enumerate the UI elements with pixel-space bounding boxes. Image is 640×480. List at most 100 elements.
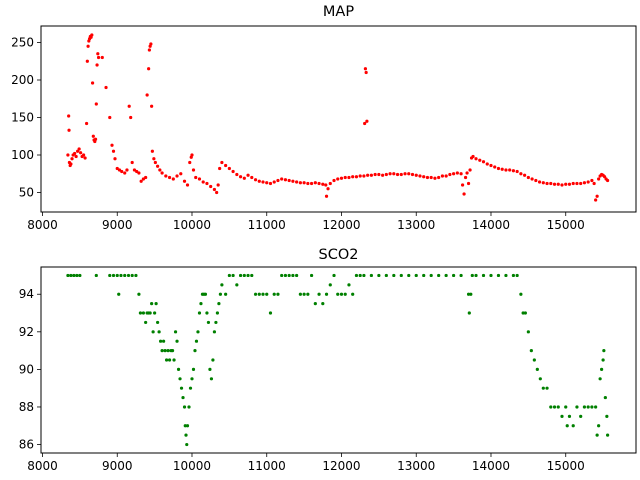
map-point-131 <box>369 173 373 177</box>
sco2-point-56 <box>197 311 202 315</box>
map-point-192 <box>579 181 583 186</box>
map-x-tick-label-5: 13000 <box>397 218 435 232</box>
map-point-140 <box>403 172 407 176</box>
map-point-25 <box>91 134 95 138</box>
sco2-point-0 <box>66 273 70 278</box>
map-point-40 <box>117 168 122 172</box>
map-point-94 <box>253 178 258 182</box>
map-point-79 <box>205 181 209 186</box>
map-point-67 <box>171 177 175 181</box>
sco2-point-25 <box>154 302 158 306</box>
sco2-point-67 <box>214 320 218 325</box>
sco2-point-73 <box>227 273 231 278</box>
map-point-157 <box>462 192 466 196</box>
map-point-158 <box>463 175 468 180</box>
sco2-point-129 <box>489 273 493 278</box>
map-point-17 <box>85 59 89 63</box>
sco2-point-51 <box>190 377 194 381</box>
sco2-point-41 <box>178 377 182 381</box>
map-point-161 <box>468 168 472 172</box>
map-x-tick-label-3: 11000 <box>248 218 286 232</box>
map-point-9 <box>74 154 78 159</box>
sco2-point-16 <box>138 311 143 315</box>
map-point-190 <box>571 181 575 186</box>
sco2-point-86 <box>276 292 280 296</box>
sco2-point-101 <box>332 273 336 278</box>
map-chart-title: MAP <box>323 4 354 20</box>
map-point-39 <box>115 166 119 171</box>
map-point-71 <box>185 183 190 187</box>
map-point-156 <box>460 183 465 187</box>
sco2-point-143 <box>545 386 549 390</box>
sco2-point-63 <box>208 367 212 371</box>
map-point-148 <box>433 176 437 180</box>
map-point-194 <box>586 180 590 184</box>
map-point-32 <box>96 55 101 60</box>
map-point-177 <box>523 173 527 177</box>
map-point-128 <box>364 70 368 75</box>
map-x-tick-label-6: 14000 <box>472 218 510 232</box>
sco2-x-tick-label-2: 10000 <box>173 459 211 473</box>
map-point-123 <box>354 175 359 179</box>
map-point-93 <box>250 175 254 180</box>
map-point-92 <box>246 173 250 177</box>
map-point-168 <box>489 163 493 168</box>
sco2-point-163 <box>602 349 606 353</box>
sco2-point-70 <box>218 292 222 296</box>
sco2-point-85 <box>272 292 276 296</box>
sco2-point-146 <box>556 405 560 409</box>
sco2-point-28 <box>159 339 163 343</box>
sco2-point-96 <box>313 302 317 306</box>
map-point-86 <box>224 163 228 168</box>
map-y-axis: 50 100 150 200 250 <box>11 36 41 200</box>
map-point-154 <box>455 171 459 175</box>
sco2-point-92 <box>298 292 302 296</box>
map-point-72 <box>188 160 192 165</box>
map-point-43 <box>125 168 129 172</box>
map-y-tick-label-3: 200 <box>11 73 34 87</box>
sco2-point-119 <box>437 273 441 278</box>
map-point-60 <box>152 157 156 161</box>
sco2-point-46 <box>184 433 188 437</box>
sco2-x-axis: 8000 9000 10000 11000 12000 13000 14000 15000 <box>27 453 585 473</box>
map-point-58 <box>150 104 154 108</box>
map-point-112 <box>321 182 325 186</box>
sco2-point-106 <box>351 292 355 296</box>
map-point-120 <box>343 175 347 180</box>
map-point-126 <box>363 121 367 126</box>
sco2-point-14 <box>134 273 138 278</box>
sco2-point-87 <box>280 273 284 278</box>
map-point-179 <box>530 177 534 181</box>
sco2-point-48 <box>185 424 190 428</box>
map-point-150 <box>440 174 444 178</box>
map-x-tick-label-1: 9000 <box>102 218 133 232</box>
map-y-tick-label-1: 100 <box>11 148 34 162</box>
sco2-point-78 <box>246 273 250 278</box>
map-point-52 <box>144 175 148 180</box>
sco2-point-65 <box>211 358 215 362</box>
sco2-point-83 <box>265 292 269 296</box>
sco2-point-7 <box>111 273 116 278</box>
sco2-point-152 <box>575 405 579 409</box>
map-point-184 <box>549 181 553 186</box>
sco2-point-74 <box>231 273 235 278</box>
sco2-point-34 <box>167 358 172 362</box>
sco2-point-62 <box>206 320 211 325</box>
map-point-55 <box>147 48 151 52</box>
map-point-78 <box>201 180 205 184</box>
sco2-point-12 <box>126 273 131 278</box>
sco2-point-121 <box>452 273 456 278</box>
sco2-point-30 <box>161 339 166 343</box>
map-point-105 <box>295 180 299 184</box>
sco2-point-64 <box>209 377 214 381</box>
sco2-point-103 <box>339 292 344 296</box>
map-point-171 <box>500 167 504 171</box>
sco2-point-104 <box>343 292 347 296</box>
map-point-151 <box>444 174 448 178</box>
map-point-53 <box>145 93 149 97</box>
sco2-x-tick-label-3: 11000 <box>248 459 286 473</box>
map-point-0 <box>66 153 70 157</box>
map-point-34 <box>104 85 108 90</box>
map-point-57 <box>149 42 153 46</box>
